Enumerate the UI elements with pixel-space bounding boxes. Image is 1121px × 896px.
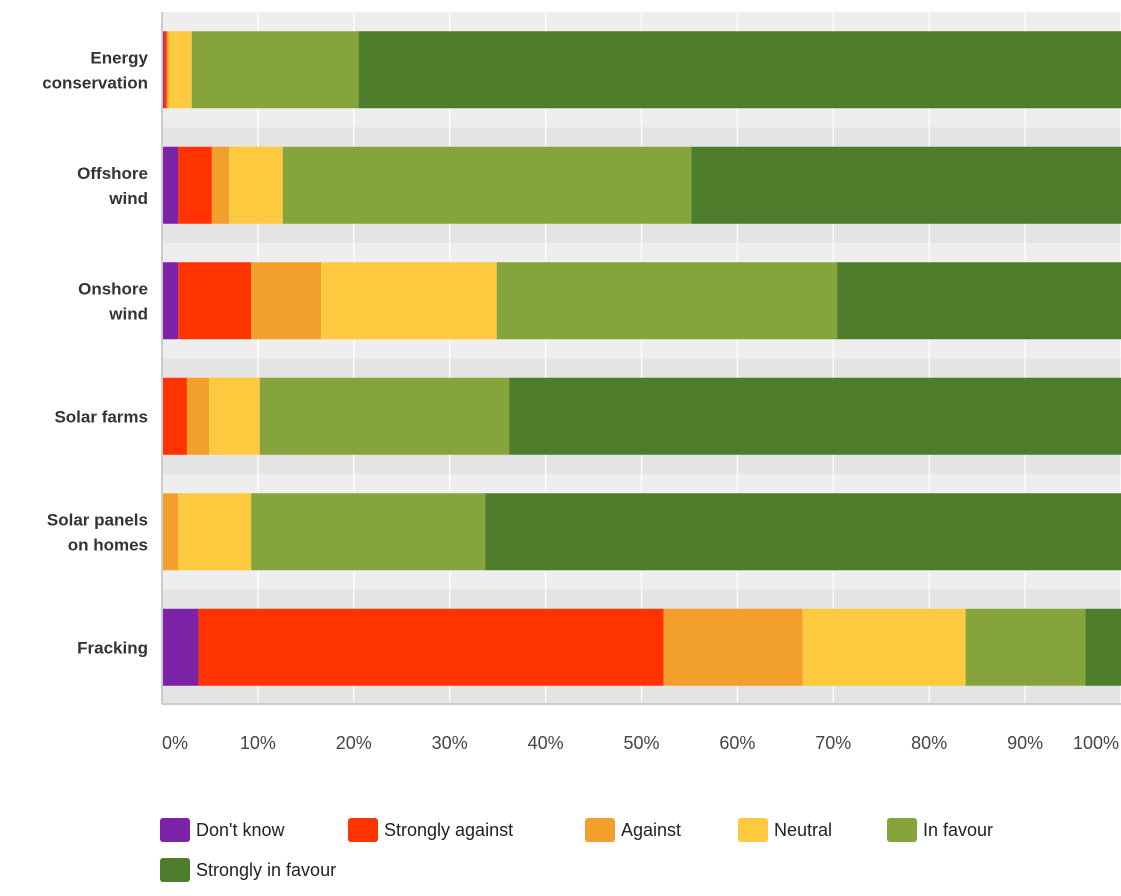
x-tick-label: 70% [815,733,851,753]
x-tick-label: 30% [432,733,468,753]
legend-swatch [348,818,378,842]
bar-segment [691,146,1121,224]
x-tick-label: 100% [1073,733,1119,753]
legend-item: Don't know [160,818,285,842]
category-label-line: conservation [42,73,148,92]
bar-segment [186,377,209,455]
category-label-line: Energy [90,48,148,67]
bar-segment [321,262,497,340]
bar-segment [802,608,966,686]
category-labels: Energy conservation Offshore wind Onshore win… [42,48,148,657]
legend-label: Strongly in favour [196,860,336,880]
legend-swatch [160,818,190,842]
bar-segment [163,31,167,109]
legend-swatch [738,818,768,842]
x-tick-label: 0% [162,733,188,753]
bar-segment [191,31,359,109]
bar-segment [251,493,486,571]
category-label-line: Fracking [77,638,148,657]
bar-segment [162,608,199,686]
legend-swatch [160,858,190,882]
category-label: Solar panels on homes [47,510,148,554]
category-label-line: Solar farms [54,407,148,426]
bar-segment [211,146,230,224]
category-label-line: wind [108,189,148,208]
bar-segment [485,493,1121,571]
legend-swatch [585,818,615,842]
bar-segment [162,146,179,224]
x-tick-label: 60% [719,733,755,753]
legend: Don't know Strongly against Against Neutral… [160,818,993,882]
bar-segment [358,31,1121,109]
category-label-line: Onshore [78,279,148,298]
bar-segment [259,377,510,455]
x-tick-label: 20% [336,733,372,753]
category-label: Onshore wind [78,279,148,323]
bar-segment [509,377,1121,455]
category-label: Energy conservation [42,48,148,92]
bar-segment [178,262,252,340]
bar-segment [178,493,252,571]
bar-segment [162,493,179,571]
x-tick-label: 40% [528,733,564,753]
bar-segment [162,377,187,455]
bar-segment [229,146,283,224]
bar-segment [198,608,664,686]
bar-segment [965,608,1086,686]
category-label-line: wind [108,304,148,323]
bars [162,31,1121,686]
category-label-line: Offshore [77,164,148,183]
x-tick-label: 10% [240,733,276,753]
x-tick-label: 50% [623,733,659,753]
bar-segment [208,377,260,455]
x-tick-label: 80% [911,733,947,753]
category-label-line: on homes [68,535,148,554]
legend-label: Strongly against [384,820,513,840]
legend-label: Against [621,820,681,840]
bar-segment [166,31,169,109]
bar-segment [168,31,192,109]
legend-item: Strongly against [348,818,513,842]
legend-label: In favour [923,820,993,840]
legend-item: Neutral [738,818,832,842]
x-tick-label: 90% [1007,733,1043,753]
bar-segment [162,262,179,340]
bar-segment [496,262,838,340]
legend-label: Neutral [774,820,832,840]
legend-label: Don't know [196,820,285,840]
legend-item: Strongly in favour [160,858,336,882]
legend-swatch [887,818,917,842]
bar-segment [178,146,212,224]
legend-item: In favour [887,818,993,842]
category-label-line: Solar panels [47,510,148,529]
category-label: Offshore wind [77,164,148,208]
x-tick-labels: 0% 10% 20% 30% 40% 50% 60% 70% 80% 90% 100% [162,733,1119,753]
category-label: Fracking [77,638,148,657]
bar-segment [251,262,322,340]
legend-item: Against [585,818,681,842]
category-label: Solar farms [54,407,148,426]
bar-segment [1085,608,1121,686]
bar-segment [282,146,692,224]
bar-segment [837,262,1121,340]
bar-segment [663,608,803,686]
